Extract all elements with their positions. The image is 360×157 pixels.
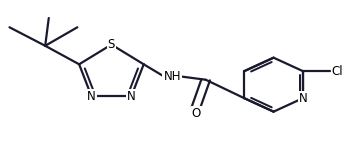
Text: S: S <box>108 38 115 51</box>
Text: N: N <box>87 90 96 103</box>
Text: N: N <box>298 92 307 105</box>
Text: N: N <box>127 90 136 103</box>
Text: NH: NH <box>163 70 181 83</box>
Text: O: O <box>192 107 201 120</box>
Text: Cl: Cl <box>332 65 343 78</box>
